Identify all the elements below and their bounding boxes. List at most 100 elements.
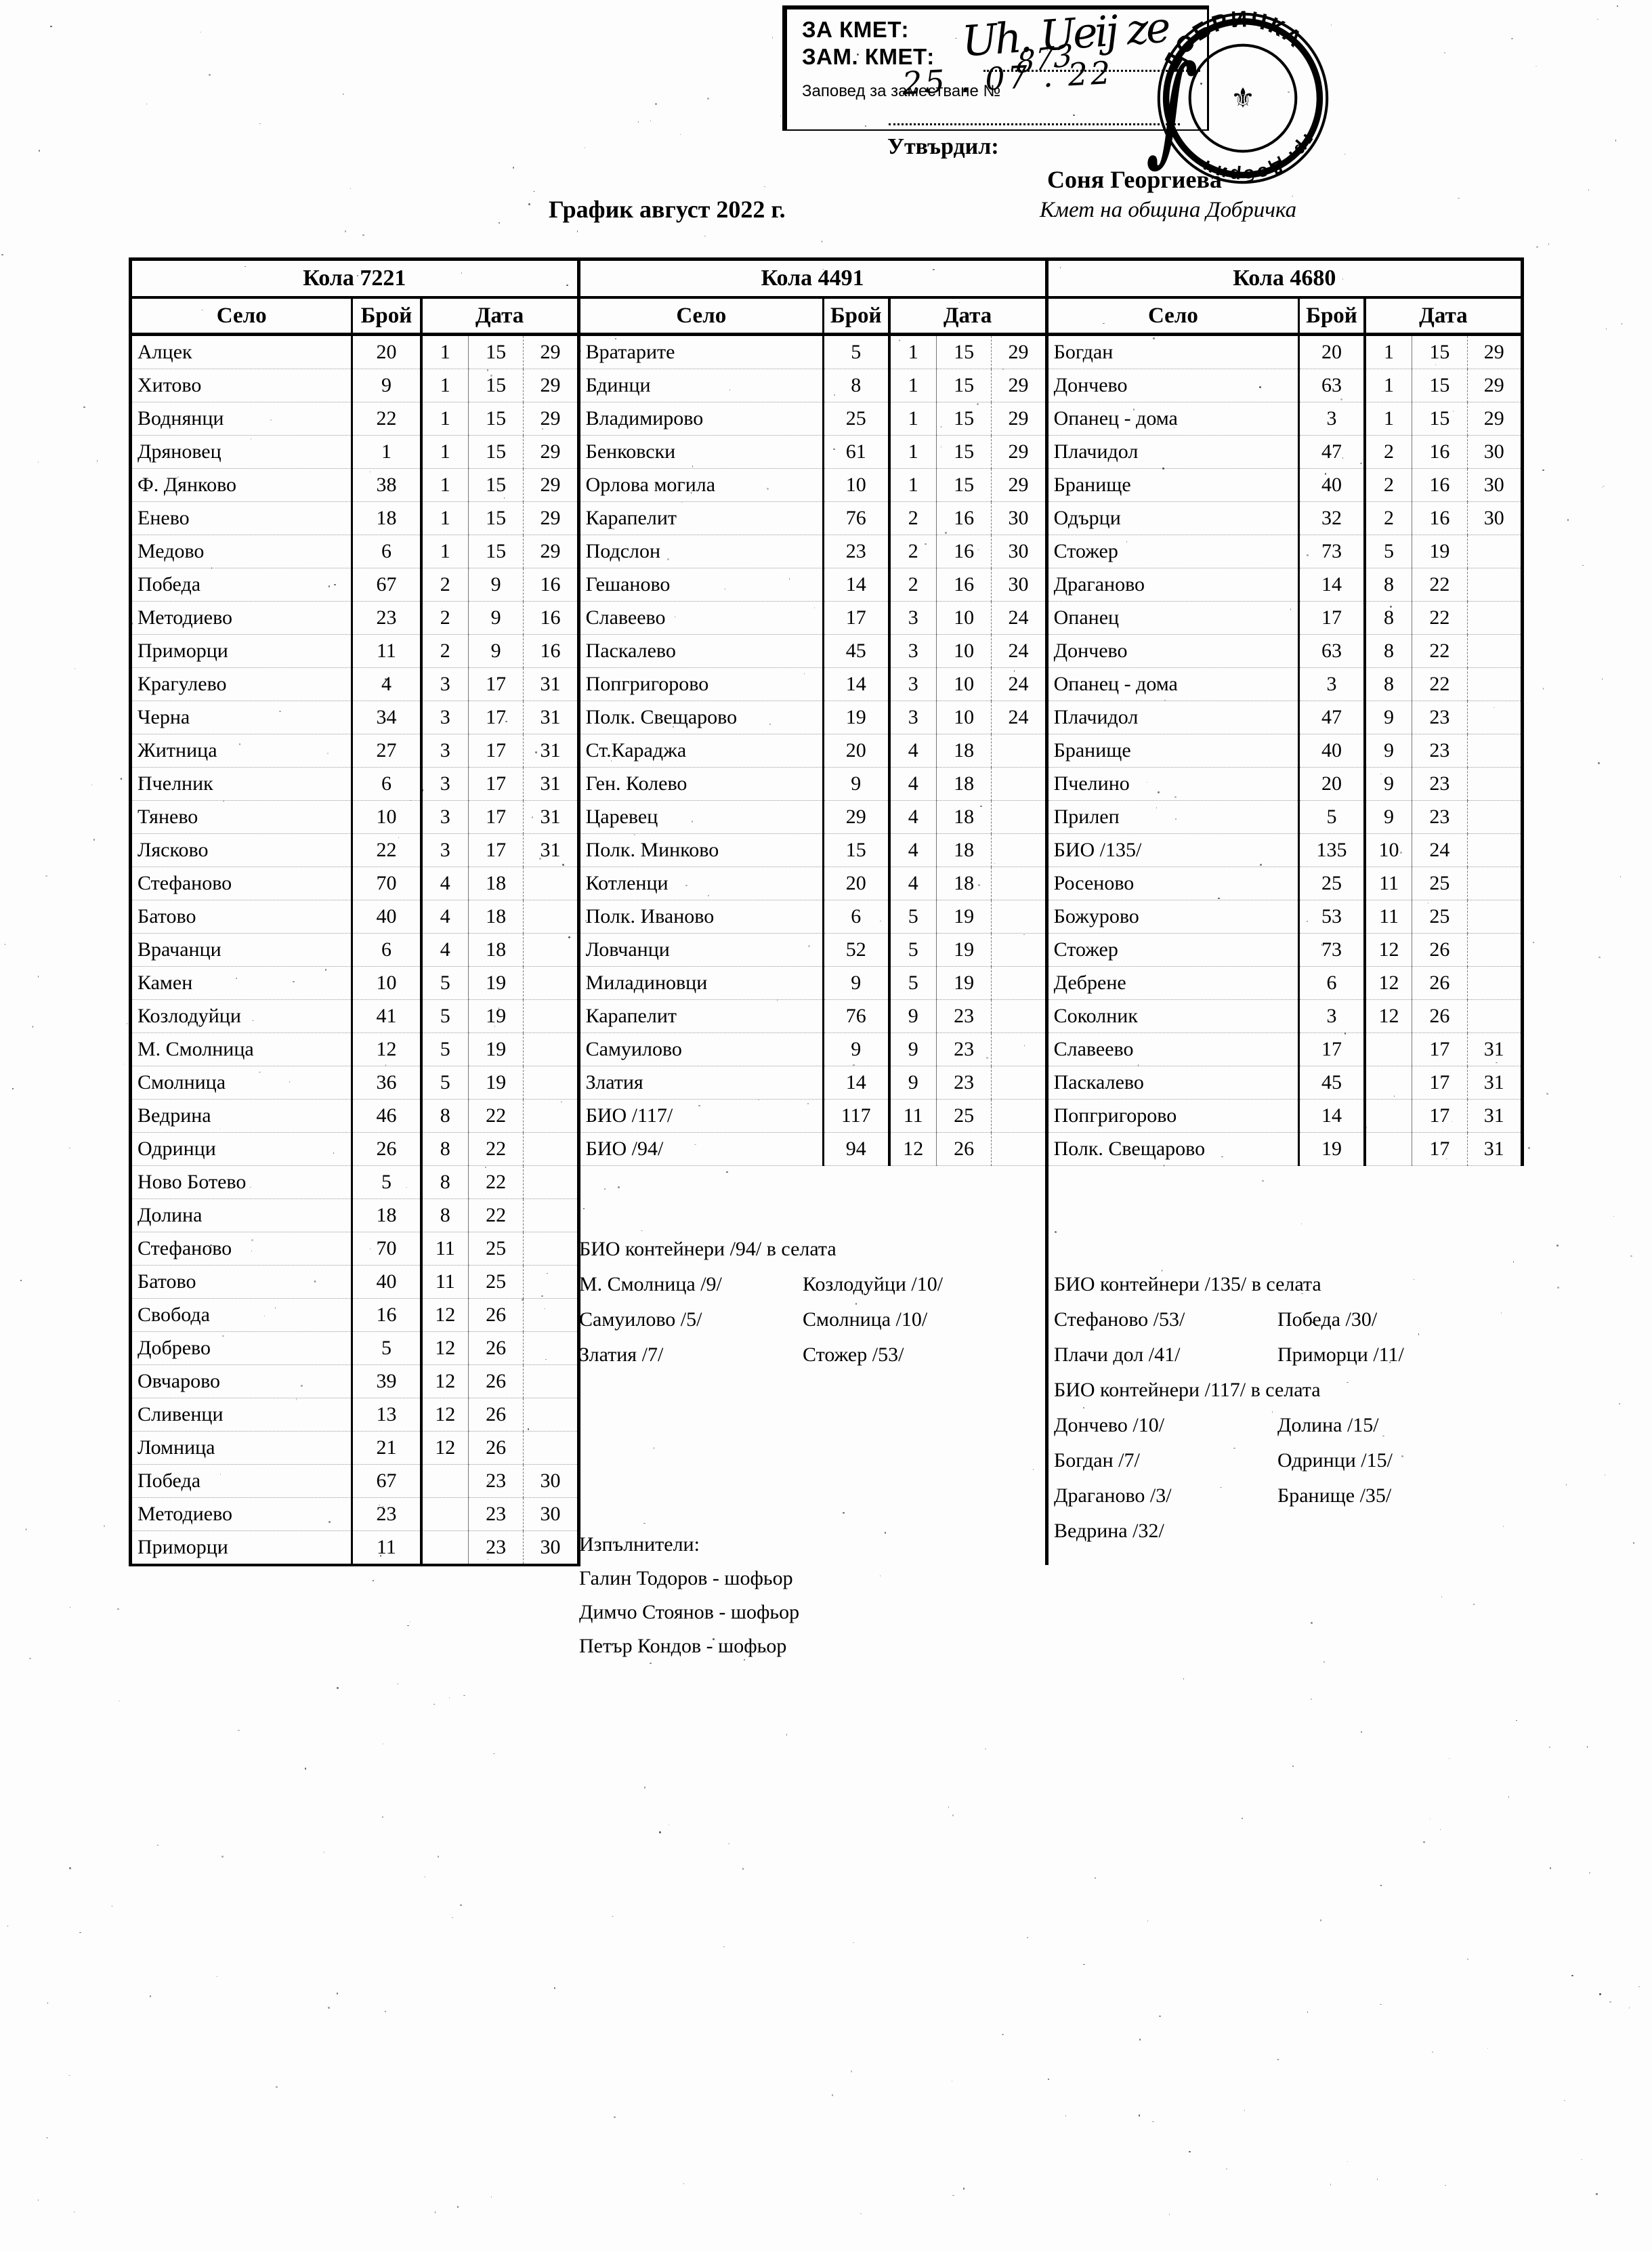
cell-count: 19 <box>1298 1132 1366 1166</box>
cell-date-1: 5 <box>421 1066 469 1100</box>
cell-count: 73 <box>1298 535 1366 568</box>
cell-date-3: 30 <box>523 1530 580 1566</box>
cell-date-2: 15 <box>936 334 992 369</box>
scan-speck <box>1620 876 1621 877</box>
scan-speck <box>1260 864 1262 866</box>
scan-speck <box>1435 364 1436 365</box>
scan-speck <box>457 2206 459 2208</box>
scan-speck <box>1508 1796 1509 1798</box>
cell-date-2: 22 <box>468 1165 524 1199</box>
bio117-note-row: Драганово /3/Бранище /35/ <box>1054 1478 1404 1514</box>
svg-text:ДОБРИЧКА: ДОБРИЧКА <box>1158 6 1309 74</box>
cell-village: Златия <box>578 1066 824 1100</box>
table-row: Приморци 11 2 9 16 Паскалево 45 3 10 24 Дончево 63 8… <box>128 634 1525 668</box>
cell-village: Овчарово <box>128 1364 354 1398</box>
scan-speck <box>334 584 336 585</box>
table-row: Батово 40 11 25 <box>128 1265 1523 1299</box>
scan-speck <box>1615 140 1616 142</box>
scan-speck <box>1244 2110 1245 2111</box>
scan-speck <box>860 2213 862 2214</box>
scan-speck <box>673 726 674 728</box>
scan-speck <box>1633 1542 1634 1544</box>
cell-count: 9 <box>823 966 891 1000</box>
cell-count: 20 <box>823 734 891 768</box>
scan-speck <box>1587 1746 1588 1748</box>
cell-date-2: 16 <box>1412 468 1468 502</box>
cell-count: 67 <box>352 568 423 602</box>
cell-count: 10 <box>823 468 891 502</box>
cell-date-1: 4 <box>421 933 469 967</box>
scan-speck <box>1083 1964 1085 1965</box>
cell-village: Методиево <box>128 601 354 635</box>
cell-date-3 <box>523 867 580 900</box>
cell-date-2: 10 <box>936 634 992 668</box>
waste-collection-schedule-table: Кола 7221 Кола 4491 Кола 4680 Село Брой … <box>128 257 1525 1566</box>
cell-count: 6 <box>352 767 423 801</box>
scan-speck <box>327 753 329 754</box>
cell-village: Бранище <box>1046 468 1300 502</box>
cell-date-1: 1 <box>889 402 937 436</box>
scan-speck <box>325 969 326 971</box>
cell-date-1: 12 <box>421 1331 469 1365</box>
scan-speck <box>945 532 947 534</box>
scan-speck <box>1630 1255 1632 1257</box>
cell-date-2: 17 <box>1412 1132 1468 1166</box>
cell-date-2: 17 <box>468 734 524 768</box>
cell-village: Лясково <box>128 833 354 867</box>
scan-speck <box>544 1308 545 1309</box>
scan-speck <box>1543 688 1544 690</box>
cell-date-1: 3 <box>889 601 937 635</box>
scan-speck <box>385 678 387 680</box>
executors-title: Изпълнители: <box>579 1533 700 1556</box>
scan-speck <box>200 32 201 33</box>
scan-speck <box>1330 2184 1331 2186</box>
scan-speck <box>289 1081 290 1083</box>
cell-village: Плачидол <box>1046 701 1300 734</box>
scan-speck <box>1183 1678 1184 1680</box>
scan-speck <box>117 1608 119 1610</box>
scan-speck <box>1533 942 1534 943</box>
scan-speck <box>1380 2004 1382 2005</box>
approved-by-label: Утвърдил: <box>887 134 999 159</box>
cell-date-3 <box>1467 634 1525 668</box>
bio135-note-right: Приморци /11/ <box>1277 1343 1404 1366</box>
scan-speck <box>885 1532 886 1534</box>
col-header-count-2: Брой <box>1298 297 1366 336</box>
scan-speck <box>1617 5 1618 7</box>
cell-village: Карапелит <box>578 501 824 535</box>
cell-date-1: 8 <box>421 1165 469 1199</box>
cell-date-2: 23 <box>936 999 992 1033</box>
scan-speck <box>1344 1033 1346 1035</box>
cell-date-1: 11 <box>1364 900 1413 934</box>
scan-speck <box>491 2196 492 2198</box>
scan-speck <box>276 2086 278 2088</box>
cell-count: 47 <box>1298 435 1366 469</box>
scan-speck <box>220 1474 221 1475</box>
cell-date-2: 18 <box>936 800 992 834</box>
cell-date-1: 12 <box>421 1398 469 1432</box>
cell-count: 17 <box>1298 1033 1366 1066</box>
executor-name: Димчо Стоянов - шофьор <box>579 1601 800 1623</box>
scan-speck <box>723 1946 725 1947</box>
scan-speck <box>1152 2121 1154 2122</box>
cell-date-1: 5 <box>421 999 469 1033</box>
cell-date-2: 15 <box>1412 402 1468 436</box>
vehicle-title-0: Кола 7221 <box>129 257 580 299</box>
scan-speck <box>1557 1287 1559 1289</box>
scan-speck <box>1073 114 1075 116</box>
scan-speck <box>767 488 769 490</box>
scan-speck <box>382 1506 384 1507</box>
cell-date-2: 15 <box>468 402 524 436</box>
scan-speck <box>539 858 541 860</box>
col-header-date-1: Дата <box>889 297 1049 336</box>
cell-date-1: 3 <box>421 833 469 867</box>
cell-date-3: 30 <box>523 1464 580 1498</box>
scan-speck <box>614 2117 616 2118</box>
bio94-note-row: М. Смолница /9/Козлодуйци /10/ <box>579 1267 943 1302</box>
scan-speck <box>398 837 399 838</box>
cell-date-1: 5 <box>1364 535 1413 568</box>
cell-count: 3 <box>1298 667 1366 701</box>
cell-count: 38 <box>352 468 423 502</box>
cell-date-1: 12 <box>421 1364 469 1398</box>
table-row: Стефаново 70 11 25 <box>128 1232 1523 1266</box>
